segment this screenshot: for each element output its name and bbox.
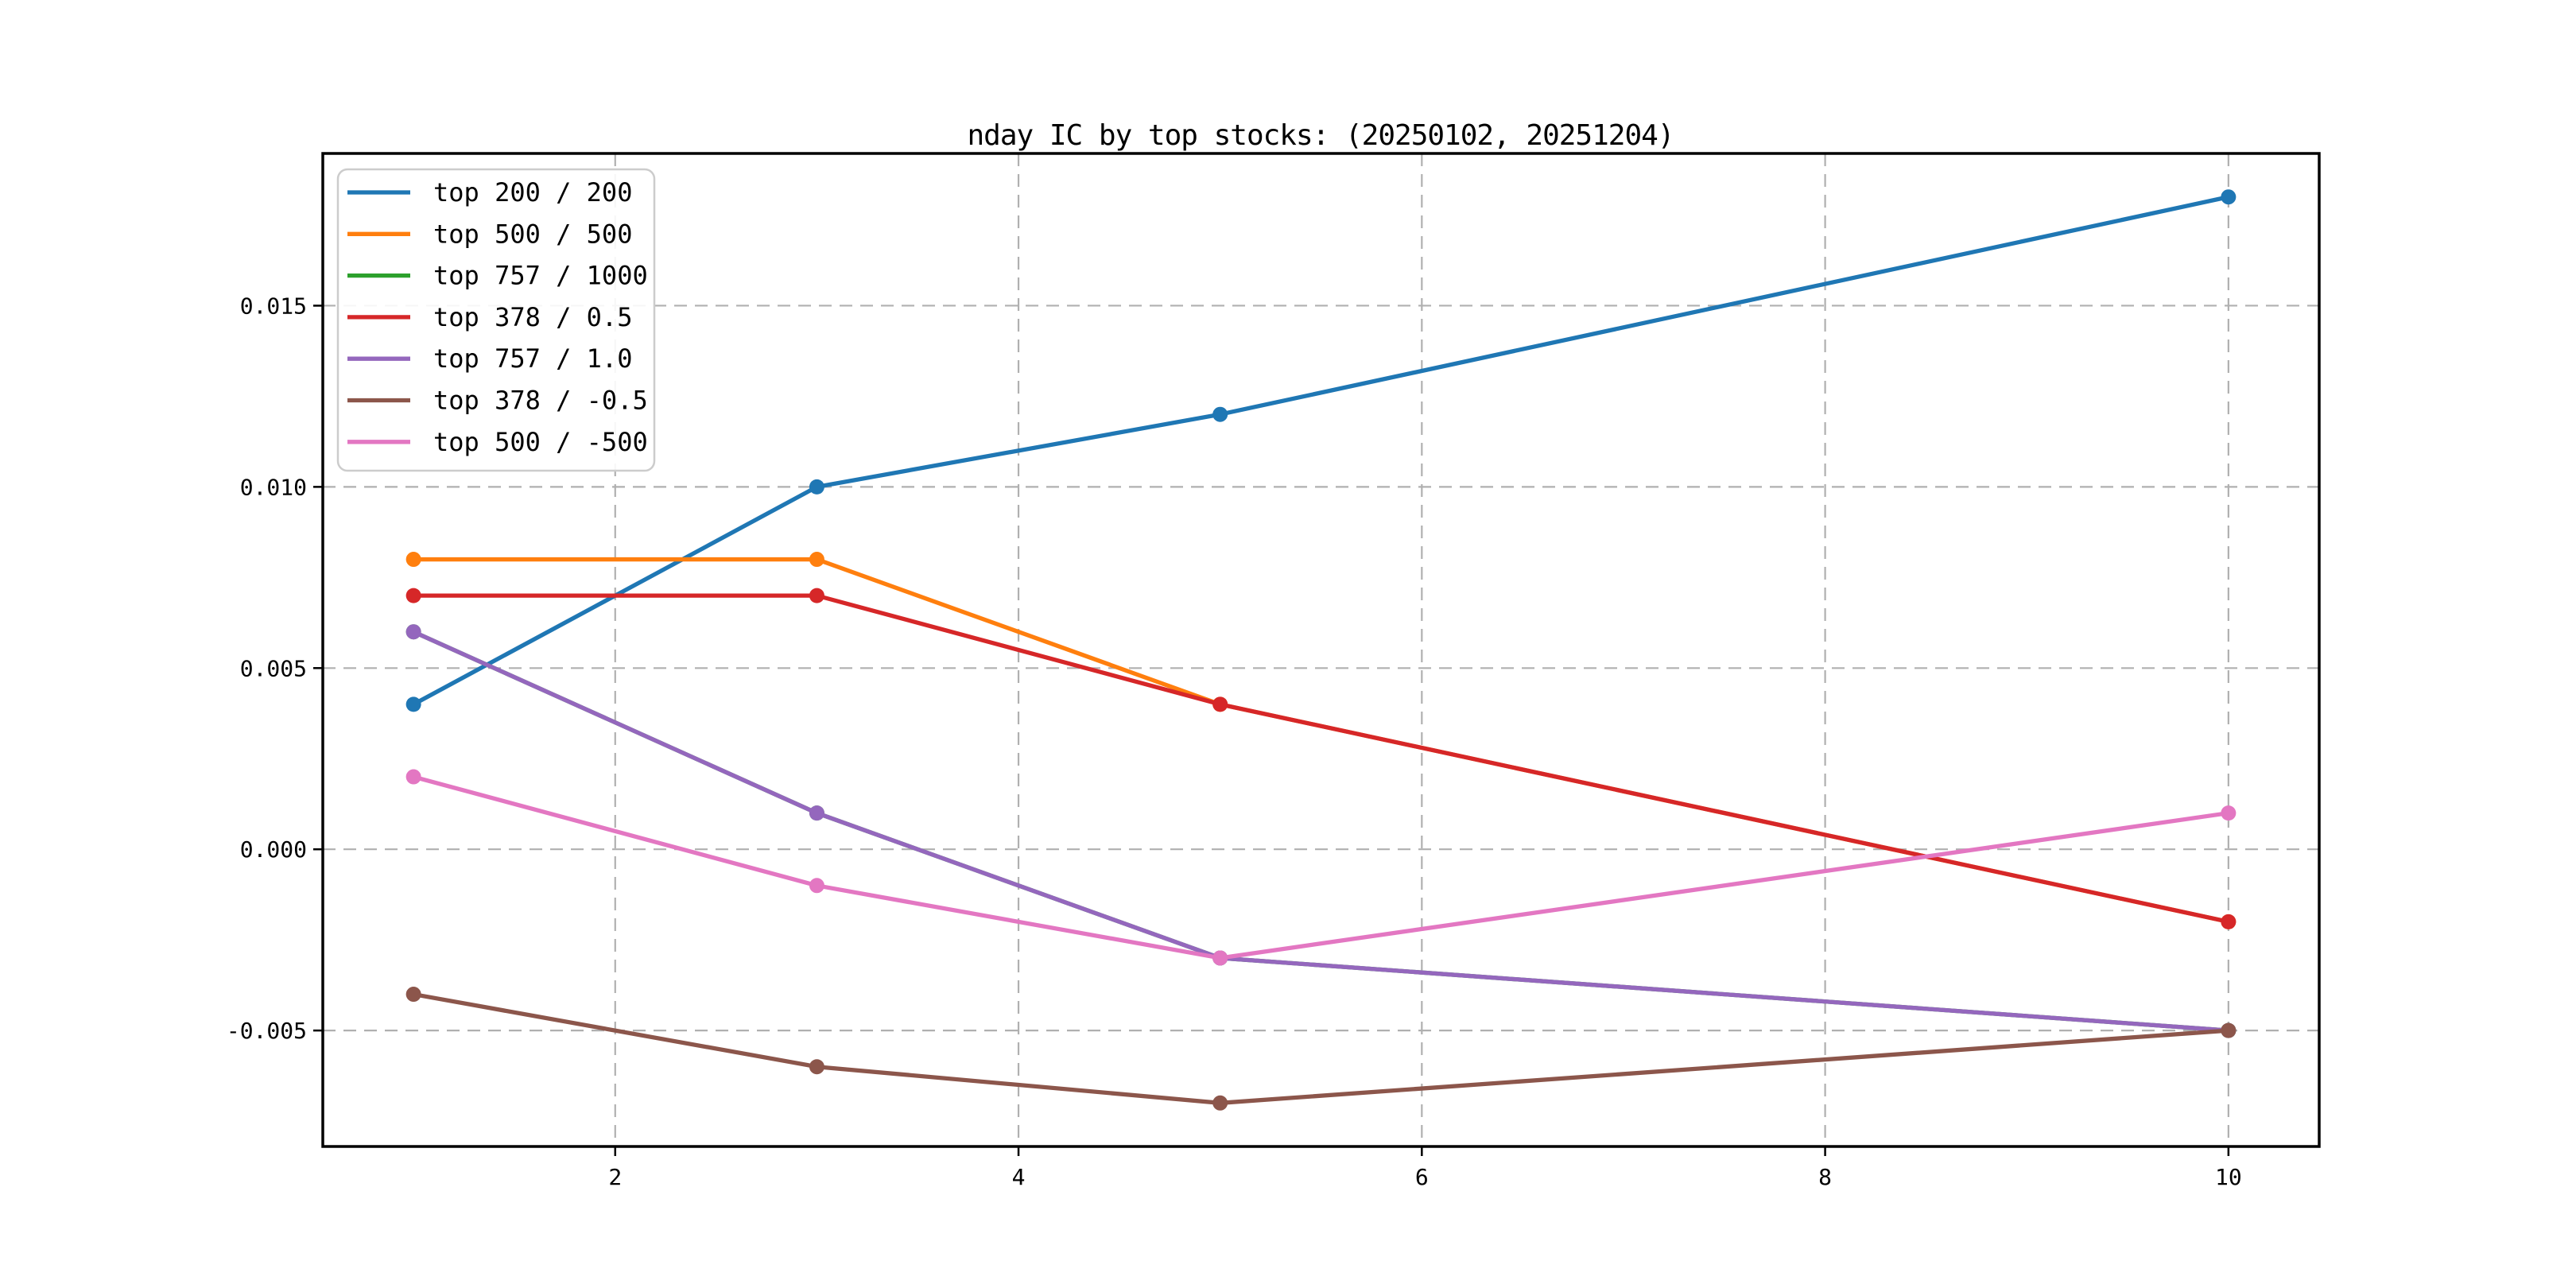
- point-top-378-0-5-x5: [1212, 1095, 1228, 1111]
- axes-spines: [321, 152, 2321, 1148]
- legend: top 200 / 200 top 500 / 500 top 757 / 1000…: [336, 168, 656, 472]
- legend-label-top-500-500: top 500 / -500: [433, 427, 648, 457]
- x-tick-label-10: 10: [2215, 1164, 2242, 1190]
- point-top-378-0-5-x3: [809, 588, 824, 603]
- point-top-378-0-5-x10: [2221, 914, 2237, 929]
- point-top-378-0-5-x1: [405, 588, 421, 603]
- legend-entry-top-757-1-0: top 757 / 1.0: [347, 343, 632, 374]
- legend-entry-top-500-500: top 500 / 500: [347, 219, 632, 249]
- point-top-500-500-x10: [2221, 805, 2237, 821]
- legend-box: [336, 168, 656, 472]
- point-top-200-200-x10: [2221, 189, 2237, 205]
- axes: 2 4 6 8 10 -0.005 0.000 0.005 0.010 0.015: [227, 152, 2321, 1190]
- legend-entry-top-500-500: top 500 / -500: [347, 427, 648, 457]
- legend-label-top-378-0-5: top 378 / -0.5: [433, 386, 648, 416]
- x-tick-label-2: 2: [608, 1164, 622, 1190]
- point-top-500-500-x1: [405, 769, 421, 785]
- point-top-378-0-5-x10: [2221, 1022, 2237, 1038]
- x-tick-label-6: 6: [1415, 1164, 1429, 1190]
- series-line-top-757-1-0: [411, 630, 2231, 1033]
- x-tick-label-4: 4: [1012, 1164, 1026, 1190]
- y-tick-label-0.010: 0.010: [240, 474, 307, 500]
- point-top-200-200-x1: [405, 696, 421, 712]
- point-top-500-500-x1: [405, 552, 421, 568]
- point-top-200-200-x3: [809, 479, 824, 495]
- series-lines: [405, 189, 2237, 1111]
- series-line-top-500-500: [411, 774, 2231, 960]
- point-top-378-0-5-x1: [405, 987, 421, 1003]
- legend-entry-top-378-0-5: top 378 / -0.5: [347, 386, 648, 416]
- gridlines: [323, 153, 2319, 1146]
- series-line-top-378-0-5: [411, 593, 2231, 925]
- point-top-200-200-x5: [1212, 406, 1228, 422]
- point-top-757-1-0-x3: [809, 805, 824, 821]
- legend-label-top-757-1-0: top 757 / 1.0: [433, 343, 632, 374]
- y-tick-label--0.005: -0.005: [227, 1018, 307, 1044]
- legend-entry-top-200-200: top 200 / 200: [347, 177, 632, 208]
- point-top-500-500-x5: [1212, 950, 1228, 966]
- point-top-500-500-x3: [809, 552, 824, 568]
- legend-label-top-757-1000: top 757 / 1000: [433, 261, 648, 291]
- legend-label-top-378-0-5: top 378 / 0.5: [433, 302, 632, 332]
- y-tick-label-0.015: 0.015: [240, 293, 307, 319]
- legend-label-top-200-200: top 200 / 200: [433, 177, 632, 208]
- legend-entry-top-378-0-5: top 378 / 0.5: [347, 302, 632, 332]
- point-top-500-500-x3: [809, 878, 824, 894]
- point-top-378-0-5-x3: [809, 1059, 824, 1075]
- legend-label-top-500-500: top 500 / 500: [433, 219, 632, 249]
- y-tick-label-0.005: 0.005: [240, 655, 307, 681]
- legend-entry-top-757-1000: top 757 / 1000: [347, 261, 648, 291]
- point-top-378-0-5-x5: [1212, 696, 1228, 712]
- x-tick-label-8: 8: [1818, 1164, 1832, 1190]
- chart-title: nday IC by top stocks: (20250102, 202512…: [968, 119, 1674, 152]
- plot-area: [323, 153, 2319, 1146]
- point-top-757-1-0-x1: [405, 624, 421, 640]
- series-line-top-378-0-5: [411, 991, 2231, 1105]
- y-tick-label-0.000: 0.000: [240, 836, 307, 863]
